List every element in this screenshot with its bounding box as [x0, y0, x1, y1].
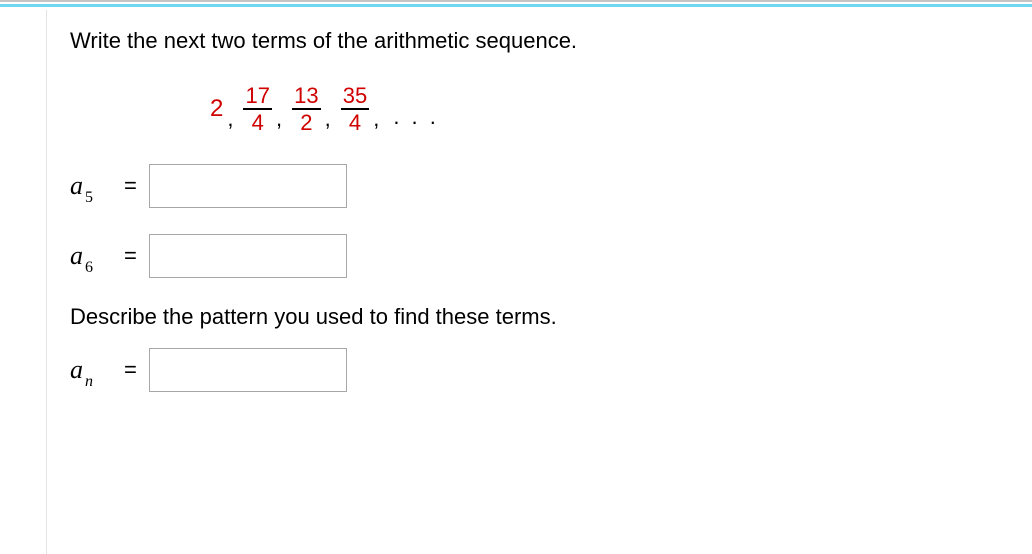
equals-sign: = [124, 243, 137, 269]
sequence-term-2: 17 4 [243, 84, 271, 134]
label-an: an [70, 355, 112, 385]
answer-row-an: an = [70, 348, 1002, 392]
input-a5[interactable] [149, 164, 347, 208]
comma: , [325, 106, 331, 134]
sequence-ellipsis: . . . [393, 104, 439, 134]
label-a5-var: a [70, 171, 83, 201]
fraction-denominator: 4 [250, 111, 266, 134]
fraction-numerator: 35 [341, 84, 369, 107]
label-a5: a5 [70, 171, 112, 201]
input-a6[interactable] [149, 234, 347, 278]
fraction-denominator: 4 [347, 111, 363, 134]
top-border [0, 0, 1032, 7]
equals-sign: = [124, 173, 137, 199]
answer-row-a6: a6 = [70, 234, 1002, 278]
equals-sign: = [124, 357, 137, 383]
fraction-numerator: 13 [292, 84, 320, 107]
label-a6-sub: 6 [85, 259, 93, 277]
top-border-cyan [0, 4, 1032, 7]
label-a6-var: a [70, 241, 83, 271]
answer-row-a5: a5 = [70, 164, 1002, 208]
sequence-display: 2, 17 4 , 13 2 , 35 4 , . . . [210, 84, 1002, 134]
sequence-term-1: 2 [210, 97, 223, 121]
sequence-term-4: 35 4 [341, 84, 369, 134]
label-an-var: a [70, 355, 83, 385]
sequence-term-3: 13 2 [292, 84, 320, 134]
page: Write the next two terms of the arithmet… [0, 0, 1032, 554]
label-a6: a6 [70, 241, 112, 271]
comma: , [373, 106, 379, 134]
left-margin-rule [46, 10, 47, 554]
describe-prompt: Describe the pattern you used to find th… [70, 304, 1002, 330]
label-an-sub: n [85, 373, 93, 391]
input-an[interactable] [149, 348, 347, 392]
fraction-numerator: 17 [243, 84, 271, 107]
comma: , [227, 106, 233, 134]
fraction-denominator: 2 [298, 111, 314, 134]
sequence-terms: 2, 17 4 , 13 2 , 35 4 , . . . [210, 84, 1002, 134]
comma: , [276, 106, 282, 134]
question-prompt: Write the next two terms of the arithmet… [70, 28, 1002, 54]
label-a5-sub: 5 [85, 189, 93, 207]
content-area: Write the next two terms of the arithmet… [70, 28, 1002, 418]
